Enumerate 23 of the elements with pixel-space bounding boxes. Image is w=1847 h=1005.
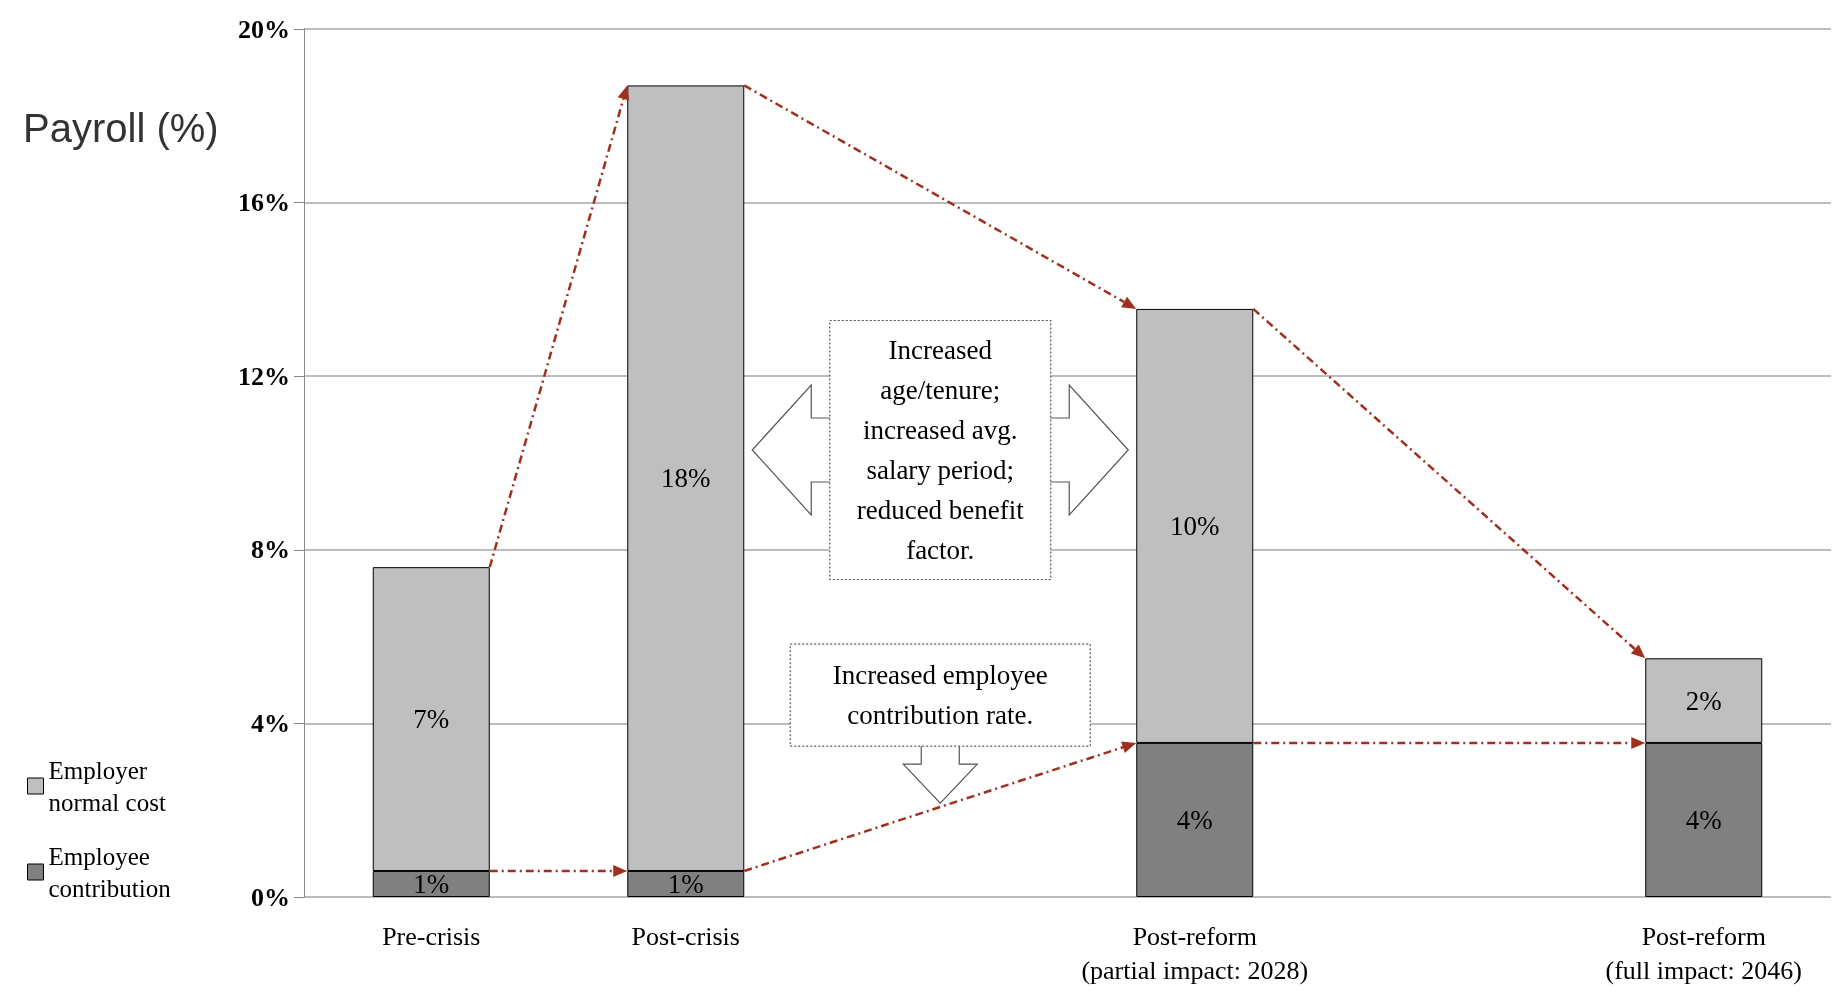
x-tick-label: Post-crisis — [631, 921, 740, 951]
x-tick-label: Post-reform (partial impact: 2028) — [1081, 921, 1309, 985]
data-label: 2% — [1685, 685, 1722, 716]
y-axis-title: Payroll (%) — [23, 106, 219, 150]
y-tick-label: 16% — [238, 188, 290, 218]
legend-label: Employer normal cost — [48, 756, 166, 816]
annotation: Increased age/tenure; increased avg. salary period; reduced benefit factor. — [855, 333, 1025, 567]
data-label: 10% — [1170, 510, 1220, 541]
y-tick-label: 20% — [238, 14, 290, 44]
y-tick-label: 0% — [251, 882, 290, 912]
data-label: 1% — [667, 868, 704, 899]
data-label: 4% — [1176, 804, 1213, 835]
x-tick-label: Pre-crisis — [382, 921, 481, 951]
y-tick-label: 8% — [251, 535, 290, 565]
y-tick-label: 4% — [251, 708, 290, 738]
data-label: 18% — [661, 463, 711, 494]
x-tick-label: Post-reform (full impact: 2046) — [1605, 921, 1802, 985]
data-label: 4% — [1685, 804, 1722, 835]
data-label: 1% — [413, 868, 450, 899]
data-label: 7% — [413, 704, 450, 735]
y-tick-label: 12% — [238, 361, 290, 391]
legend-label: Employee contribution — [48, 842, 172, 902]
annotation: Increased employee contribution rate. — [831, 659, 1049, 733]
